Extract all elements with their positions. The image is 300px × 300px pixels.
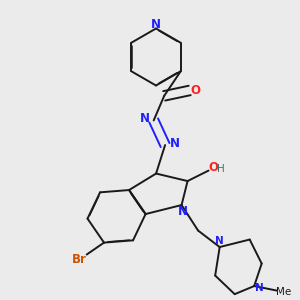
Text: N: N <box>170 137 180 150</box>
Text: N: N <box>140 112 150 124</box>
Text: N: N <box>151 18 161 32</box>
Text: N: N <box>255 283 264 292</box>
Text: Br: Br <box>72 253 87 266</box>
Text: N: N <box>215 236 224 246</box>
Text: N: N <box>178 205 188 218</box>
Text: O: O <box>208 161 218 174</box>
Text: H: H <box>217 164 225 174</box>
Text: O: O <box>190 84 200 97</box>
Text: Me: Me <box>276 287 291 297</box>
